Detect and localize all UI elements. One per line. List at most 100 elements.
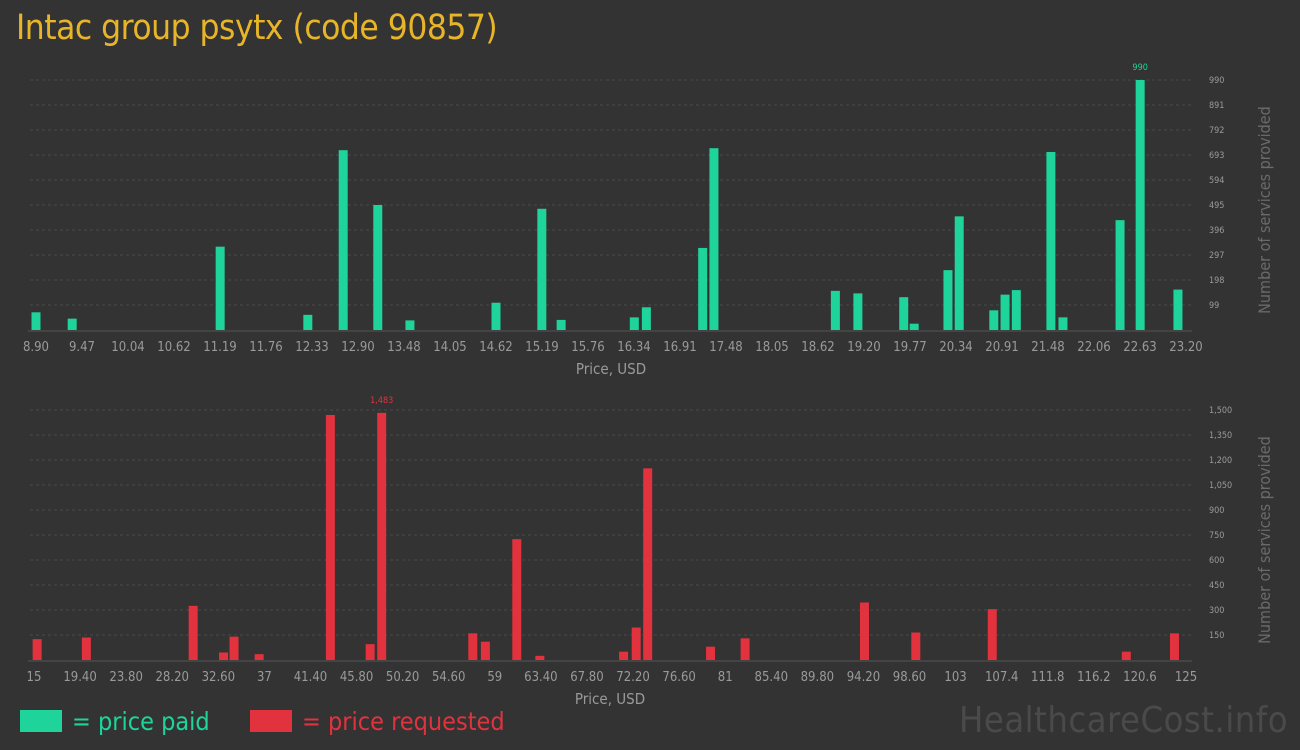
paid-bar: [909, 323, 919, 330]
paid-bar: [491, 302, 501, 330]
requested-x-tick-label: 28.20: [155, 670, 188, 685]
requested-bar: [987, 609, 997, 660]
paid-x-tick-label: 8.90: [23, 340, 49, 355]
paid-bar: [1058, 317, 1068, 330]
requested-x-tick-label: 37: [257, 670, 272, 685]
paid-bar: [989, 310, 999, 330]
paid-max-value-label: 990: [1132, 63, 1147, 73]
paid-y-tick-label: 99: [1209, 301, 1219, 311]
paid-x-axis-label: Price, USD: [576, 360, 646, 378]
requested-bar: [740, 638, 750, 660]
requested-y-tick-label: 1,500: [1209, 406, 1232, 416]
paid-x-tick-label: 16.34: [617, 340, 650, 355]
requested-x-tick-label: 50.20: [386, 670, 419, 685]
requested-bar: [859, 602, 869, 660]
requested-y-axis-label: Number of services provided: [1255, 436, 1274, 644]
requested-bar: [188, 605, 198, 660]
paid-x-tick-label: 13.48: [387, 340, 420, 355]
paid-x-tick-label: 16.91: [663, 340, 696, 355]
requested-x-tick-label: 103: [944, 670, 966, 685]
paid-y-tick-label: 396: [1209, 226, 1224, 236]
paid-bar: [31, 312, 41, 330]
paid-x-tick-label: 22.06: [1077, 340, 1110, 355]
paid-bar: [629, 317, 639, 330]
requested-y-tick-label: 150: [1209, 631, 1224, 641]
requested-x-tick-label: 81: [718, 670, 733, 685]
requested-x-tick-label: 125: [1175, 670, 1197, 685]
requested-x-tick-label: 111.8: [1031, 670, 1064, 685]
paid-y-tick-label: 297: [1209, 251, 1224, 261]
paid-x-tick-label: 15.76: [571, 340, 604, 355]
requested-x-tick-label: 98.60: [893, 670, 926, 685]
requested-y-tick-label: 900: [1209, 506, 1224, 516]
requested-max-value-label: 1,483: [370, 396, 393, 406]
paid-x-tick-label: 23.20: [1169, 340, 1202, 355]
paid-y-tick-label: 990: [1209, 76, 1224, 86]
paid-x-tick-label: 18.62: [801, 340, 834, 355]
paid-bar: [1000, 294, 1010, 330]
paid-bar: [943, 270, 953, 330]
paid-x-tick-label: 11.76: [249, 340, 282, 355]
page-title: Intac group psytx (code 90857): [16, 8, 498, 48]
paid-bar: [853, 293, 863, 330]
paid-x-tick-label: 18.05: [755, 340, 788, 355]
legend-price-paid: = price paid: [20, 704, 210, 738]
requested-x-tick-label: 85.40: [755, 670, 788, 685]
paid-bar: [537, 208, 547, 330]
paid-bar: [709, 148, 719, 330]
paid-x-tick-label: 20.34: [939, 340, 972, 355]
requested-bar: [480, 641, 490, 660]
paid-x-tick-label: 17.48: [709, 340, 742, 355]
requested-x-tick-label: 32.60: [202, 670, 235, 685]
requested-y-tick-label: 300: [1209, 606, 1224, 616]
requested-bar: [911, 632, 921, 660]
requested-x-tick-label: 19.40: [63, 670, 96, 685]
legend-requested-swatch: [250, 710, 292, 732]
requested-x-tick-label: 76.60: [662, 670, 695, 685]
requested-y-tick-label: 1,050: [1209, 481, 1232, 491]
requested-x-tick-label: 94.20: [847, 670, 880, 685]
paid-bar: [899, 297, 909, 330]
paid-bar: [405, 320, 415, 330]
requested-bar: [219, 652, 229, 660]
paid-bar: [215, 246, 225, 330]
requested-bar: [468, 633, 478, 660]
legend-paid-label: = price paid: [72, 706, 210, 736]
paid-x-tick-label: 22.63: [1123, 340, 1156, 355]
paid-bar: [954, 216, 964, 330]
requested-x-tick-label: 67.80: [570, 670, 603, 685]
paid-x-tick-label: 12.33: [295, 340, 328, 355]
requested-x-tick-label: 59: [487, 670, 502, 685]
watermark: HealthcareCost.info: [959, 700, 1288, 741]
requested-y-tick-label: 600: [1209, 556, 1224, 566]
requested-y-tick-label: 750: [1209, 531, 1224, 541]
paid-x-tick-label: 19.20: [847, 340, 880, 355]
paid-bar: [641, 307, 651, 330]
requested-bar: [254, 654, 264, 660]
paid-x-tick-label: 10.04: [111, 340, 144, 355]
paid-bar: [303, 314, 313, 330]
requested-y-tick-label: 1,350: [1209, 431, 1232, 441]
requested-x-tick-label: 107.4: [985, 670, 1018, 685]
paid-y-tick-label: 891: [1209, 101, 1224, 111]
requested-bar: [706, 646, 716, 660]
paid-x-tick-label: 15.19: [525, 340, 558, 355]
paid-x-tick-label: 10.62: [157, 340, 190, 355]
requested-x-tick-label: 120.6: [1123, 670, 1156, 685]
paid-bar: [1135, 80, 1145, 330]
paid-bar: [338, 150, 348, 330]
requested-y-tick-label: 450: [1209, 581, 1224, 591]
requested-bar: [535, 655, 545, 660]
paid-x-tick-label: 12.90: [341, 340, 374, 355]
requested-bar: [32, 639, 42, 660]
requested-x-tick-label: 89.80: [801, 670, 834, 685]
chart-price-requested: 150 300 450 600 750 900 1,050 1,200 1,350 1,500 15…: [27, 396, 1274, 708]
requested-bar: [643, 468, 653, 660]
paid-bar: [830, 290, 840, 330]
paid-x-tick-label: 14.05: [433, 340, 466, 355]
requested-x-tick-label: 72.20: [616, 670, 649, 685]
requested-bar: [619, 651, 629, 660]
requested-x-tick-label: 63.40: [524, 670, 557, 685]
requested-x-axis-label: Price, USD: [575, 690, 645, 708]
